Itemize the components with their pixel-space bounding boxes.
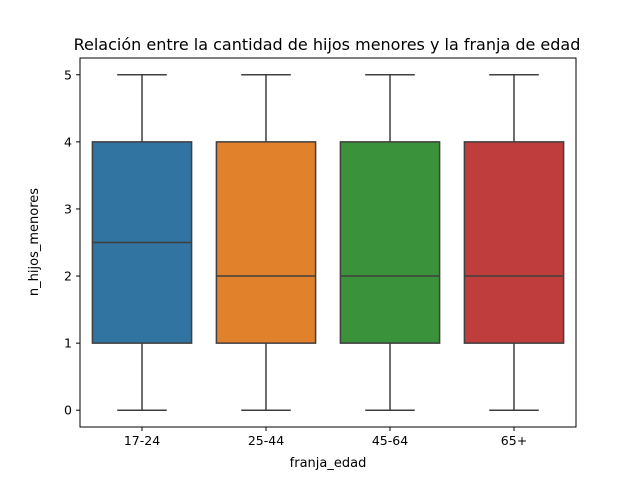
y-tick-label: 5 — [64, 67, 72, 82]
chart-title: Relación entre la cantidad de hijos meno… — [74, 35, 581, 54]
x-tick-label: 25-44 — [248, 433, 284, 448]
iqr-box — [339, 141, 441, 344]
iqr-box — [215, 141, 317, 344]
x-tick-label: 17-24 — [124, 433, 160, 448]
y-axis-label: n_hijos_menores — [27, 188, 42, 296]
y-tick-label: 0 — [64, 403, 72, 418]
plot-frame — [79, 57, 577, 428]
box-25-44 — [215, 74, 317, 411]
box-17-24 — [91, 74, 193, 411]
x-tick-label: 45-64 — [372, 433, 408, 448]
box-65+ — [463, 74, 565, 411]
plot-area: 0 1 2 3 4 5 17-24 25-44 45-64 65+ — [64, 67, 565, 448]
y-tick-label: 3 — [64, 201, 72, 216]
x-tick-label: 65+ — [501, 433, 527, 448]
box-45-64 — [339, 74, 441, 411]
iqr-box — [463, 141, 565, 344]
y-tick-label: 4 — [64, 134, 72, 149]
x-axis-label: franja_edad — [290, 456, 367, 471]
y-tick-label: 1 — [64, 336, 72, 351]
y-tick-label: 2 — [64, 269, 72, 284]
